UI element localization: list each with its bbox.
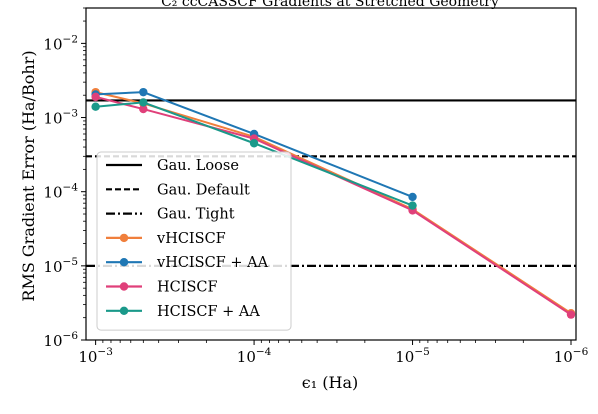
- legend-box: [96, 151, 292, 331]
- legend-marker: [119, 306, 129, 315]
- tick-label: 10−3: [43, 108, 78, 128]
- legend-label: Gau. Tight: [157, 207, 235, 223]
- tick-label: 10−5: [43, 256, 78, 276]
- chart-title: C₂ ccCASSCF Gradients at Stretched Geome…: [161, 0, 499, 10]
- legend-label: HCISCF: [157, 280, 218, 296]
- legend-marker: [119, 282, 129, 291]
- tick-label: 10−4: [43, 182, 78, 202]
- data-point: [139, 98, 148, 107]
- legend-label: vHCISCF: [156, 231, 226, 247]
- data-point: [566, 310, 576, 319]
- legend-label: Gau. Default: [157, 182, 250, 198]
- tick-label: 10−6: [43, 330, 78, 350]
- tick-label: 10−6: [554, 346, 589, 366]
- data-series: [91, 87, 576, 319]
- x-axis-label: ϵ₁ (Ha): [302, 373, 358, 392]
- data-point: [139, 104, 148, 114]
- data-point: [91, 92, 100, 102]
- data-point: [408, 192, 417, 202]
- y-axis-ticks: 10−6 10−5 10−4 10−3 10−2: [43, 7, 86, 350]
- tick-label: 10−4: [237, 346, 272, 366]
- data-point: [408, 201, 417, 210]
- series-line: [95, 101, 413, 207]
- series-line: [95, 91, 413, 198]
- legend-label: Gau. Loose: [157, 158, 239, 174]
- data-point: [249, 139, 259, 148]
- series: [91, 98, 417, 210]
- tick-label: 10−5: [395, 346, 430, 366]
- legend-marker: [119, 233, 129, 243]
- plot-frame: [85, 7, 577, 341]
- tick-label: 10−3: [78, 346, 113, 366]
- tick-label: 10−2: [43, 33, 78, 53]
- legend-label: vHCISCF + AA: [156, 255, 269, 271]
- data-point: [91, 102, 100, 111]
- legend-marker: [119, 258, 129, 267]
- data-point: [139, 87, 148, 97]
- legend-label: HCISCF + AA: [157, 304, 260, 320]
- x-axis-ticks: 10−3 10−4 10−5 10−6: [78, 340, 589, 366]
- y-axis-label: RMS Gradient Error (Ha/Bohr): [19, 50, 38, 301]
- legend: Gau. Loose Gau. Default Gau. Tight vHCISCF v…: [96, 151, 292, 331]
